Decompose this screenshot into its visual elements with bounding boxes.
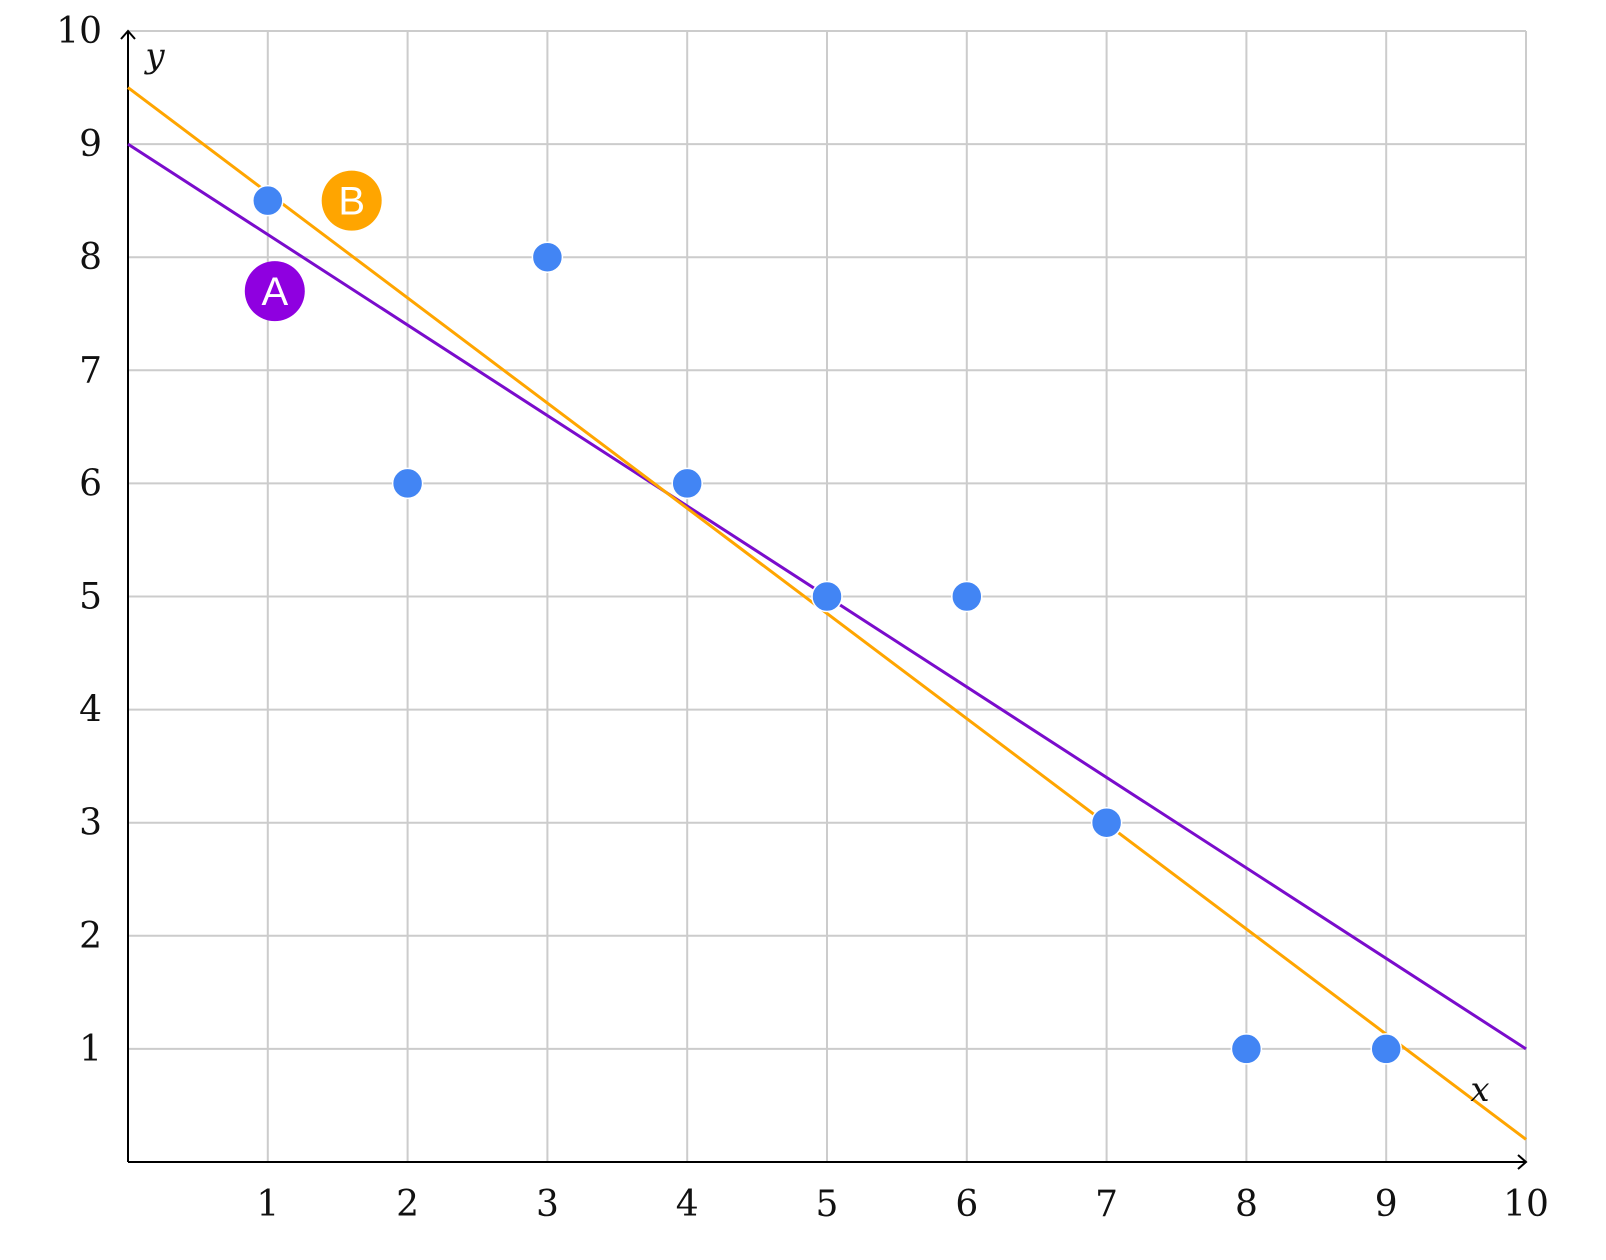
y-tick-label-3: 3 — [79, 803, 102, 844]
x-tick-label-9: 9 — [1375, 1184, 1398, 1225]
y-tick-label-6: 6 — [79, 463, 102, 504]
x-tick-label-1: 1 — [256, 1184, 279, 1225]
data-points — [252, 184, 1402, 1065]
data-point-2 — [391, 467, 424, 500]
y-tick-label-9: 9 — [79, 124, 102, 165]
y-tick-label-8: 8 — [79, 237, 102, 278]
y-tick-label-7: 7 — [79, 350, 102, 391]
x-tick-label-6: 6 — [955, 1184, 978, 1225]
x-tick-label-10: 10 — [1503, 1184, 1549, 1225]
tick-labels: 1 2 3 4 5 6 7 8 9 10 1 2 3 4 5 6 7 8 9 10 — [56, 11, 1549, 1225]
y-tick-label-2: 2 — [79, 916, 102, 957]
data-point-3 — [531, 241, 564, 273]
x-tick-label-8: 8 — [1235, 1184, 1258, 1225]
y-tick-label-5: 5 — [79, 577, 102, 618]
x-tick-label-2: 2 — [396, 1184, 419, 1225]
y-tick-label-10: 10 — [56, 11, 102, 52]
axes — [120, 29, 1528, 1170]
line-b — [127, 86, 1527, 1141]
data-point-4 — [671, 467, 703, 500]
badge-label-a: A — [261, 270, 288, 314]
data-point-5 — [811, 580, 843, 613]
line-labels: AB — [244, 170, 382, 322]
grid — [128, 30, 1527, 1162]
data-point-8 — [1230, 1033, 1263, 1065]
data-point-6 — [951, 580, 983, 613]
y-axis-title: y — [143, 36, 165, 76]
data-point-9 — [1370, 1033, 1402, 1065]
y-tick-label-4: 4 — [79, 690, 102, 731]
badge-b — [321, 170, 382, 231]
x-axis-arrow — [1517, 1154, 1528, 1170]
x-axis-title: x — [1470, 1070, 1489, 1110]
badge-label-b: B — [338, 180, 365, 224]
y-axis-arrow — [120, 29, 136, 40]
x-tick-label-7: 7 — [1095, 1184, 1118, 1225]
x-tick-label-3: 3 — [536, 1184, 559, 1225]
x-tick-label-4: 4 — [676, 1184, 699, 1225]
badge-a — [244, 261, 305, 322]
y-tick-label-1: 1 — [79, 1029, 102, 1070]
x-tick-label-5: 5 — [816, 1184, 839, 1225]
data-point-7 — [1090, 806, 1123, 839]
data-point-1 — [252, 184, 284, 217]
